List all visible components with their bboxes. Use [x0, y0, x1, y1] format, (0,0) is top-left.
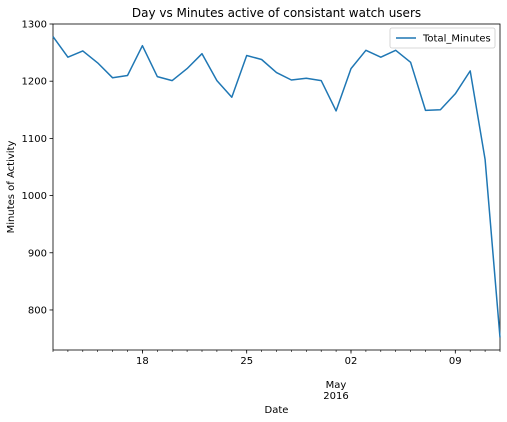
- y-tick-label: 1000: [22, 191, 47, 202]
- y-axis-title: Minutes of Activity: [6, 141, 17, 234]
- x-tick-label: 18: [136, 356, 149, 367]
- x-tick-label: 02: [345, 356, 358, 367]
- legend-box: [389, 27, 496, 49]
- chart-title: Day vs Minutes active of consistant watc…: [132, 6, 421, 20]
- x-axis-month-label: May: [326, 380, 347, 391]
- x-tick-label: 25: [240, 356, 253, 367]
- y-tick-label: 1100: [22, 134, 47, 145]
- y-tick-label: 800: [28, 305, 47, 316]
- legend: Total_Minutes: [389, 27, 496, 49]
- y-tick-label: 1200: [22, 77, 47, 88]
- legend-label: Total_Minutes: [422, 34, 491, 45]
- x-axis-title: Date: [265, 405, 289, 416]
- x-axis-year-label: 2016: [323, 391, 348, 402]
- y-tick-label: 900: [28, 248, 47, 259]
- y-axis: 800 900 1000 1100 1200 1300: [22, 20, 53, 316]
- x-tick-label: 09: [449, 356, 462, 367]
- y-tick-label: 1300: [22, 20, 47, 31]
- x-axis: 18 25 02 09: [52, 350, 501, 367]
- series-line-total-minutes: [52, 36, 501, 338]
